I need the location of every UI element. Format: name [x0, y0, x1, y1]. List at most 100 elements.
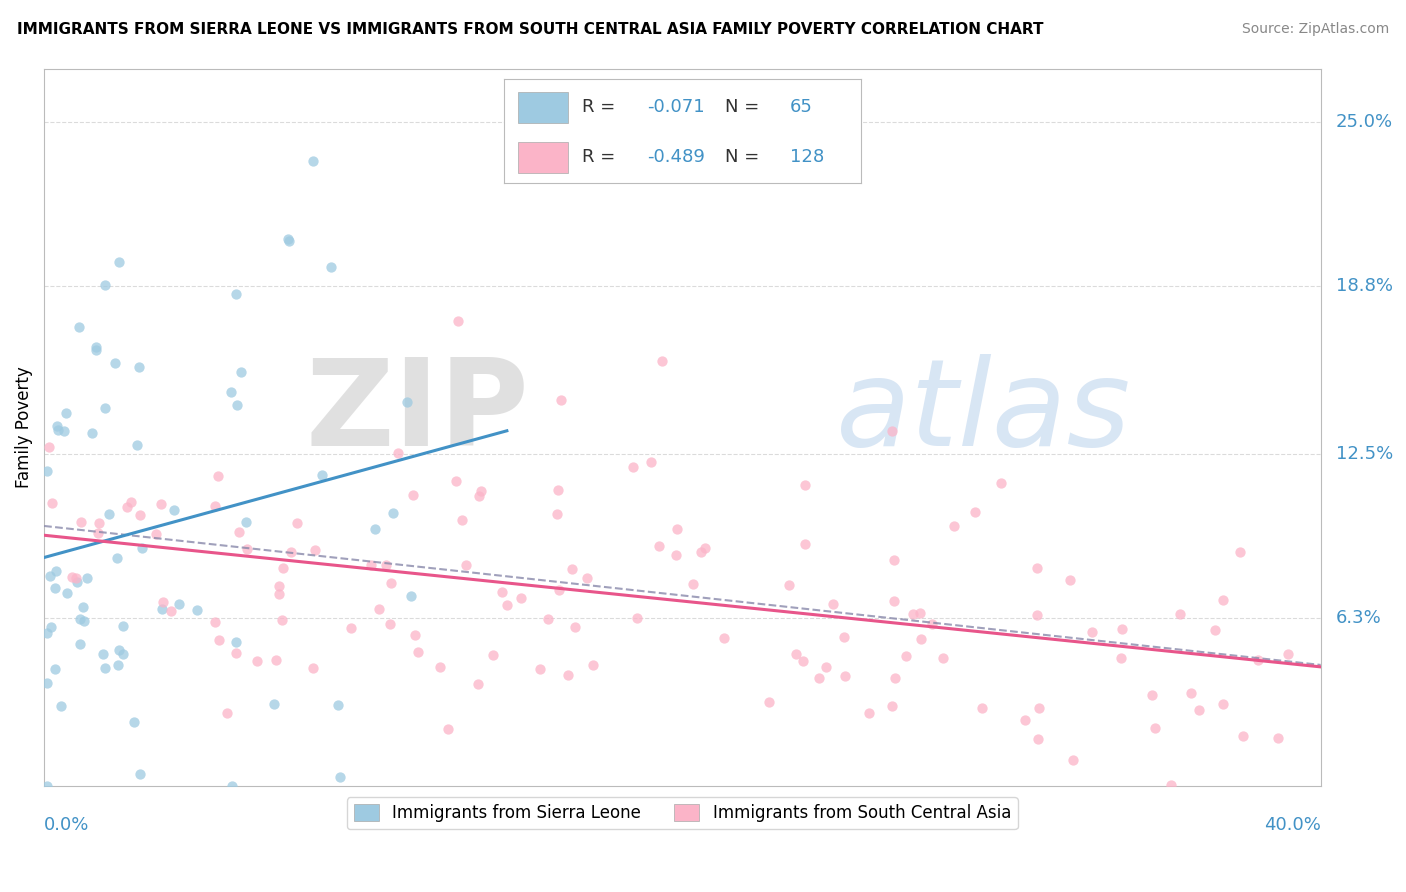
- Point: [621, 460, 644, 475]
- Point: [689, 545, 711, 559]
- Text: 0.0%: 0.0%: [44, 815, 90, 834]
- Point: [326, 698, 349, 713]
- Point: [399, 589, 422, 603]
- Point: [467, 677, 489, 691]
- Point: [1059, 573, 1081, 587]
- Point: [152, 595, 174, 609]
- Point: [94, 661, 117, 675]
- Point: [162, 503, 184, 517]
- Point: [1140, 688, 1163, 702]
- Y-axis label: Family Poverty: Family Poverty: [15, 366, 32, 488]
- Point: [1267, 731, 1289, 746]
- Point: [44, 582, 66, 596]
- Point: [834, 669, 856, 683]
- Point: [529, 662, 551, 676]
- Point: [537, 612, 560, 626]
- Point: [160, 604, 183, 618]
- Point: [46, 423, 69, 437]
- Point: [626, 611, 648, 625]
- Point: [496, 598, 519, 612]
- Point: [204, 500, 226, 514]
- Point: [225, 646, 247, 660]
- Point: [269, 579, 291, 593]
- Point: [278, 234, 301, 248]
- Point: [186, 603, 208, 617]
- Point: [404, 627, 426, 641]
- Point: [387, 446, 409, 460]
- Point: [37, 440, 59, 454]
- Point: [758, 695, 780, 709]
- Point: [37, 626, 59, 640]
- Point: [38, 569, 60, 583]
- Point: [792, 654, 814, 668]
- Point: [91, 647, 114, 661]
- Point: [561, 562, 583, 576]
- Point: [1211, 697, 1233, 711]
- Point: [51, 699, 73, 714]
- Text: 18.8%: 18.8%: [1336, 277, 1393, 295]
- Point: [70, 515, 93, 529]
- Point: [1232, 729, 1254, 743]
- Point: [880, 699, 903, 714]
- Point: [1109, 650, 1132, 665]
- Point: [104, 356, 127, 370]
- Point: [972, 701, 994, 715]
- Point: [65, 571, 87, 585]
- Point: [1277, 647, 1299, 661]
- Point: [1026, 561, 1049, 575]
- Point: [41, 496, 63, 510]
- Point: [666, 522, 689, 536]
- Point: [69, 637, 91, 651]
- Point: [277, 232, 299, 246]
- Point: [128, 508, 150, 522]
- Point: [1080, 625, 1102, 640]
- Point: [368, 602, 391, 616]
- Point: [39, 620, 62, 634]
- Text: Source: ZipAtlas.com: Source: ZipAtlas.com: [1241, 22, 1389, 37]
- Point: [207, 468, 229, 483]
- Point: [246, 655, 269, 669]
- Point: [682, 577, 704, 591]
- Point: [225, 634, 247, 648]
- Point: [557, 668, 579, 682]
- Point: [640, 455, 662, 469]
- Point: [37, 464, 59, 478]
- Point: [1028, 701, 1050, 715]
- Point: [107, 658, 129, 673]
- Point: [910, 632, 932, 646]
- Point: [228, 525, 250, 540]
- Point: [883, 594, 905, 608]
- Point: [221, 779, 243, 793]
- Point: [108, 255, 131, 269]
- Point: [128, 359, 150, 374]
- Point: [482, 648, 505, 662]
- Point: [910, 606, 932, 620]
- Point: [901, 607, 924, 622]
- Point: [207, 632, 229, 647]
- Point: [84, 343, 107, 358]
- Point: [883, 671, 905, 685]
- Point: [122, 714, 145, 729]
- Point: [1247, 653, 1270, 667]
- Point: [793, 478, 815, 492]
- Point: [547, 507, 569, 521]
- Point: [94, 401, 117, 415]
- Point: [37, 675, 59, 690]
- Point: [280, 545, 302, 559]
- Point: [378, 617, 401, 632]
- Point: [98, 507, 121, 521]
- Point: [112, 619, 135, 633]
- Point: [491, 584, 513, 599]
- Point: [105, 551, 128, 566]
- Point: [713, 631, 735, 645]
- Point: [1062, 753, 1084, 767]
- Point: [808, 671, 831, 685]
- Point: [436, 722, 458, 736]
- Point: [547, 483, 569, 497]
- Point: [821, 597, 844, 611]
- Point: [648, 539, 671, 553]
- Point: [69, 612, 91, 626]
- Point: [73, 614, 96, 628]
- Point: [396, 395, 419, 409]
- Point: [115, 500, 138, 515]
